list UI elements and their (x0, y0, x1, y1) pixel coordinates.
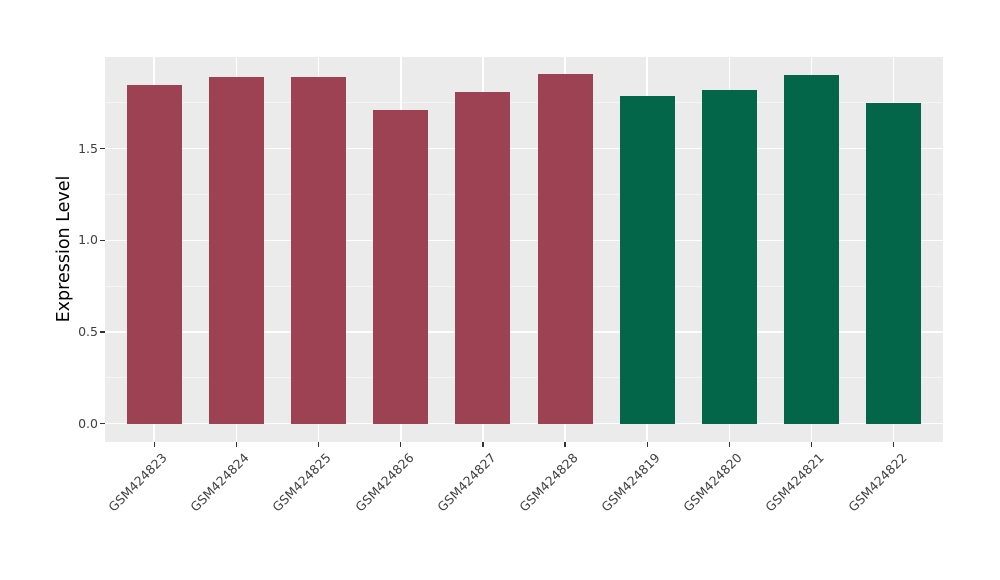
x-tick (728, 442, 730, 447)
x-tick (153, 442, 155, 447)
y-gridline-major (105, 239, 943, 242)
x-tick (482, 442, 484, 447)
y-gridline-minor (105, 194, 943, 195)
bar-GSM424819 (619, 95, 675, 424)
x-tick-label: GSM424823 (105, 450, 170, 515)
x-tick-label: GSM424821 (762, 450, 828, 515)
x-tick (646, 442, 648, 447)
bar-GSM424825 (291, 77, 347, 424)
x-tick-label: GSM424827 (434, 450, 499, 515)
bar-GSM424827 (455, 91, 511, 424)
y-gridline-major (105, 331, 943, 333)
bar-GSM424822 (866, 102, 922, 424)
x-tick-label: GSM424828 (516, 450, 581, 515)
bar-GSM424823 (126, 84, 182, 424)
y-tick (100, 423, 105, 425)
bar-GSM424824 (208, 77, 264, 424)
y-gridline-major (105, 422, 943, 425)
x-tick-label: GSM424824 (187, 450, 253, 515)
y-gridline-minor (105, 377, 943, 379)
y-tick (100, 239, 105, 241)
bar-GSM424828 (537, 73, 593, 424)
bar-GSM424821 (784, 75, 840, 424)
y-gridline-minor (105, 102, 943, 104)
bar-GSM424820 (701, 90, 757, 424)
x-tick (318, 442, 320, 447)
y-axis-title: Expression Level (54, 175, 74, 323)
x-tick-label: GSM424826 (351, 450, 417, 515)
y-gridline-major (105, 147, 943, 150)
y-tick-label: 1.0 (78, 232, 98, 248)
x-tick (810, 442, 813, 447)
y-tick-label: 1.5 (78, 140, 98, 156)
x-tick-label: GSM424825 (269, 450, 335, 515)
x-tick-label: GSM424819 (598, 450, 663, 515)
x-tick (893, 442, 895, 447)
x-tick (564, 442, 566, 447)
x-tick-label: GSM424820 (680, 450, 745, 515)
y-tick (100, 148, 105, 150)
y-gridline-minor (105, 285, 943, 287)
x-tick-label: GSM424822 (844, 450, 910, 515)
x-tick (235, 442, 238, 447)
x-tick (400, 442, 402, 447)
y-tick-label: 0.0 (78, 415, 98, 431)
y-tick-label: 0.5 (78, 324, 98, 339)
bar-GSM424826 (373, 110, 429, 424)
y-tick (100, 331, 105, 333)
